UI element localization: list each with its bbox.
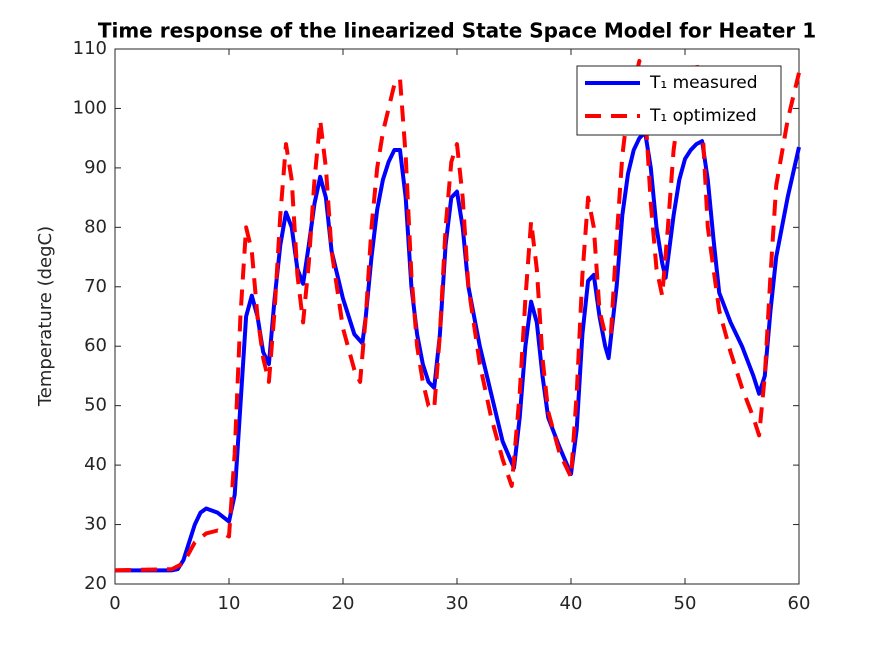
y-tick-label: 40 xyxy=(84,454,107,475)
legend-label: T₁ optimized xyxy=(649,106,757,126)
y-axis-label: Temperature (degC) xyxy=(35,226,56,407)
y-tick-label: 100 xyxy=(73,97,107,118)
x-tick-label: 20 xyxy=(332,593,355,614)
x-tick-label: 40 xyxy=(560,593,583,614)
y-tick-label: 70 xyxy=(84,276,107,297)
x-tick-label: 60 xyxy=(788,593,811,614)
x-tick-label: 0 xyxy=(109,593,120,614)
y-tick-label: 90 xyxy=(84,157,107,178)
y-tick-label: 60 xyxy=(84,335,107,356)
x-tick-label: 30 xyxy=(446,593,469,614)
legend-label: T₁ measured xyxy=(649,73,758,93)
legend-box xyxy=(576,65,782,136)
x-tick-label: 50 xyxy=(674,593,697,614)
y-tick-label: 50 xyxy=(84,395,107,416)
y-tick-label: 30 xyxy=(84,514,107,535)
y-tick-label: 80 xyxy=(84,216,107,237)
x-tick-label: 10 xyxy=(218,593,241,614)
y-tick-label: 20 xyxy=(84,573,107,594)
y-tick-label: 110 xyxy=(73,38,107,59)
chart-title: Time response of the linearized State Sp… xyxy=(98,19,816,43)
